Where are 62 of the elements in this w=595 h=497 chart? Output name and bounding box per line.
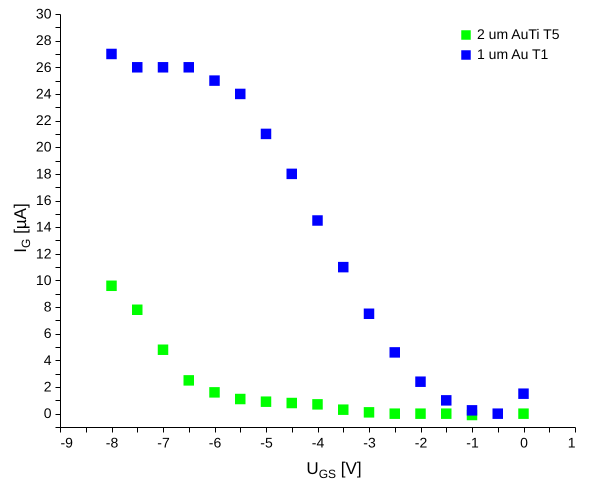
point	[390, 408, 400, 419]
x-tick-label: -4	[312, 434, 324, 450]
point	[132, 304, 142, 316]
x-tick-label: 0	[520, 434, 528, 450]
point	[415, 408, 426, 419]
point	[106, 48, 117, 60]
y-tick-label: 22	[36, 112, 52, 128]
y-tick-label: 20	[36, 138, 52, 155]
point	[518, 388, 529, 399]
y-tick-label: 14	[36, 218, 52, 235]
point	[338, 262, 348, 272]
point	[235, 394, 246, 404]
y-tick-label: 4	[44, 352, 52, 368]
x-tick-label: -9	[60, 434, 74, 450]
y-tick-label: 24	[36, 85, 52, 102]
point	[260, 128, 272, 140]
legend-label: 2 um AuTi T5	[477, 26, 560, 42]
x-tick-label: -3	[363, 434, 376, 450]
point	[466, 405, 478, 416]
point	[286, 168, 297, 180]
y-tick-label: 0	[44, 405, 52, 422]
point	[260, 396, 272, 407]
point	[441, 408, 452, 419]
x-tick-label: -1	[466, 434, 479, 450]
point	[158, 344, 168, 355]
point	[106, 280, 117, 292]
point	[415, 376, 426, 387]
point	[184, 62, 194, 73]
x-tick-label: -8	[106, 434, 118, 450]
x-tick-label: -5	[260, 434, 273, 450]
x-tick-label: -7	[157, 434, 170, 450]
y-tick-label: 30	[36, 6, 52, 22]
point	[312, 215, 323, 226]
point	[184, 375, 194, 386]
point	[235, 88, 246, 100]
point	[390, 347, 400, 358]
y-tick-label: 8	[44, 298, 52, 315]
point	[338, 404, 348, 415]
point	[312, 399, 323, 410]
y-tick-label: 10	[36, 272, 52, 288]
point	[209, 75, 220, 86]
point	[441, 395, 452, 406]
point	[209, 387, 220, 398]
x-axis-title: U$_{GS}$ [V]	[306, 458, 362, 482]
y-tick-label: 18	[36, 165, 52, 182]
point	[518, 408, 529, 419]
y-tick-label: 12	[36, 245, 52, 262]
y-tick-label: 6	[44, 325, 52, 342]
y-tick-label: 16	[36, 192, 52, 208]
x-tick-label: -2	[414, 434, 428, 450]
y-tick-label: 26	[36, 58, 52, 75]
y-tick-label: 28	[36, 32, 52, 48]
point	[286, 398, 297, 408]
x-tick-label: -6	[208, 434, 222, 450]
point	[492, 408, 503, 419]
y-tick-label: 2	[44, 378, 52, 395]
point	[158, 62, 168, 73]
point	[132, 62, 142, 73]
x-tick-label: 1	[568, 434, 576, 450]
legend-label: 1 um Au T1	[477, 46, 549, 62]
point	[364, 407, 374, 418]
point	[364, 308, 374, 319]
